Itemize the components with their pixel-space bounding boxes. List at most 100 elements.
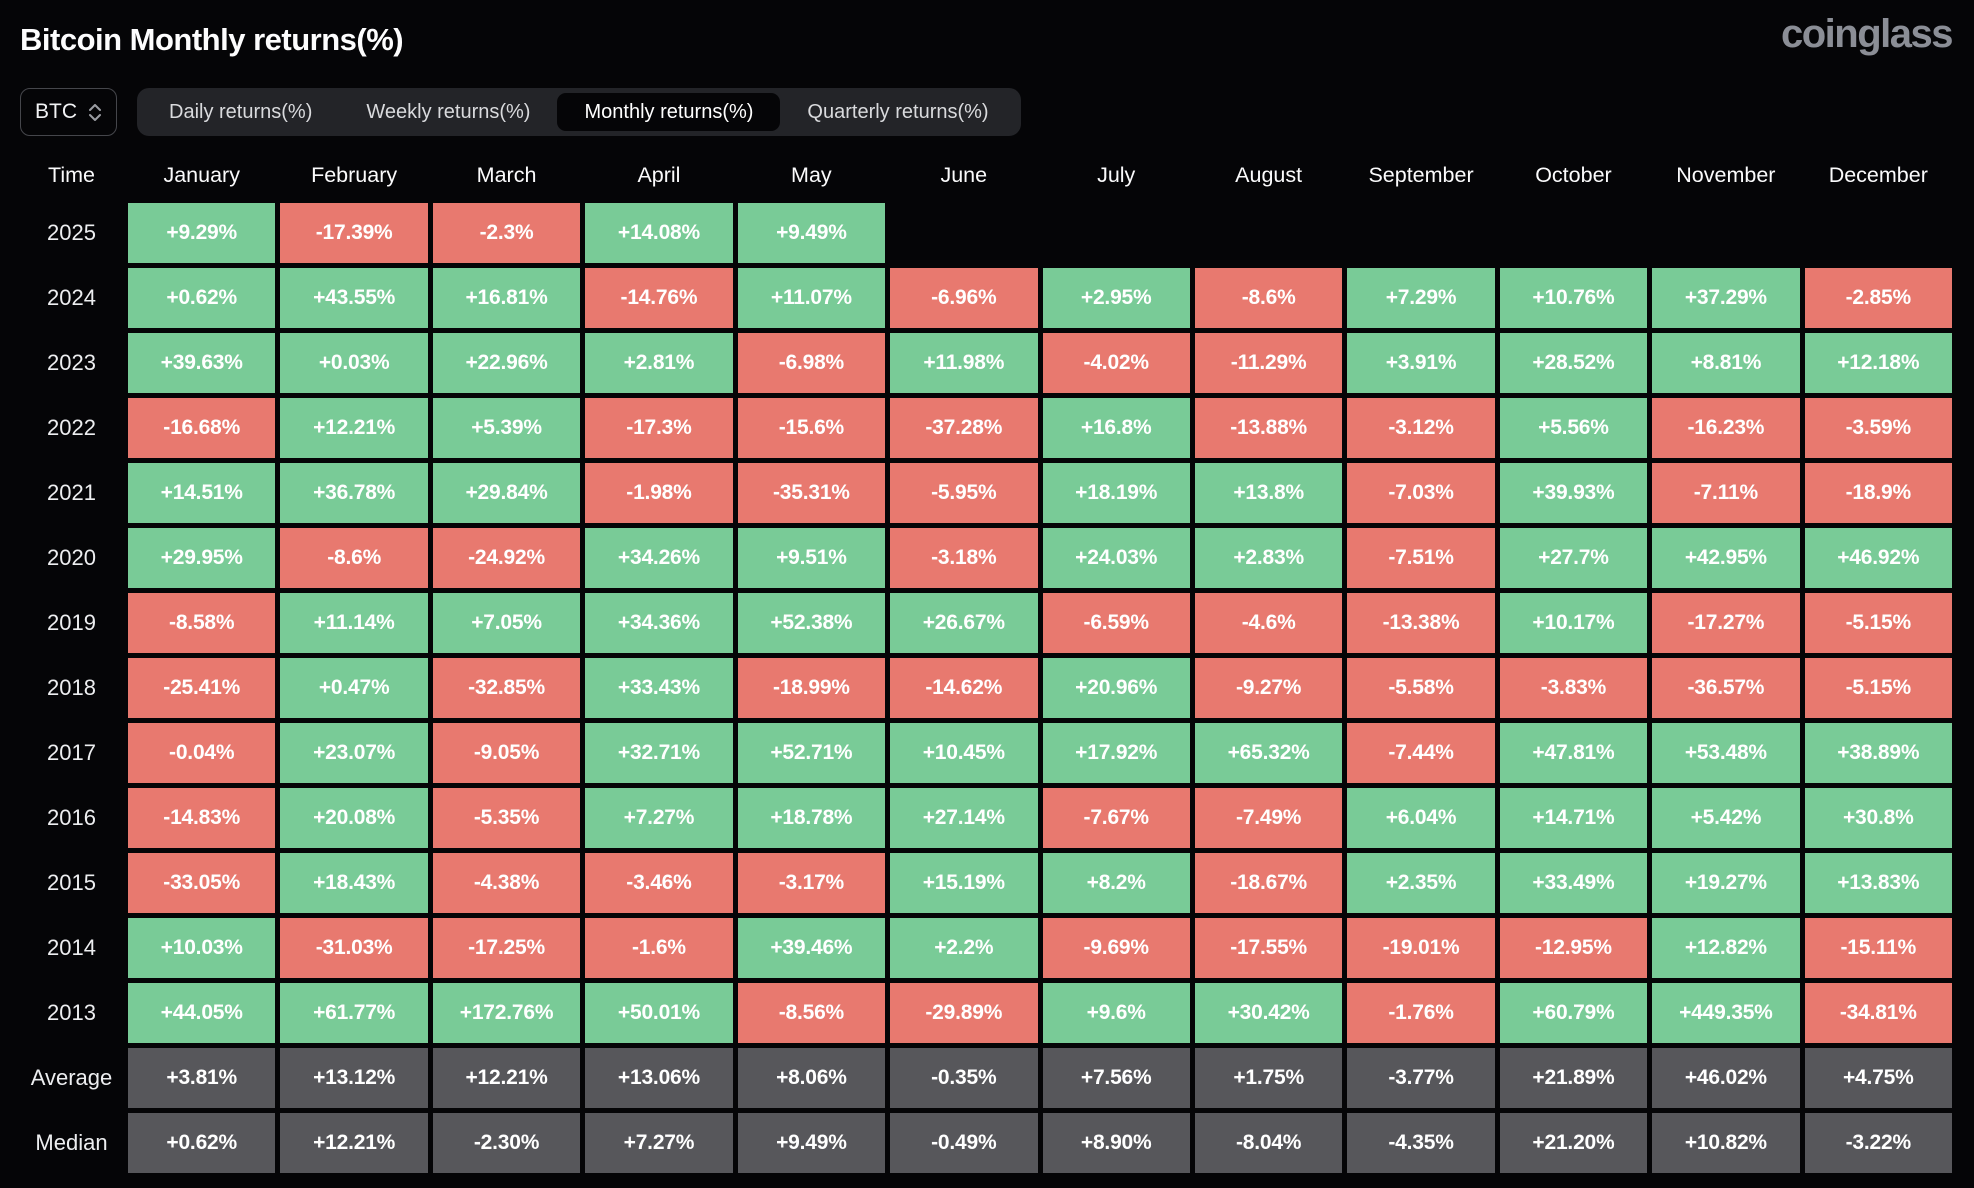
cell-2025-january: +9.29% <box>128 203 275 263</box>
cell-2018-december: -5.15% <box>1805 658 1952 718</box>
cell-2024-may: +11.07% <box>738 268 885 328</box>
cell-2015-october: +33.49% <box>1500 853 1647 913</box>
cell-2019-december: -5.15% <box>1805 593 1952 653</box>
table-header-row: TimeJanuaryFebruaryMarchAprilMayJuneJuly… <box>20 163 1952 188</box>
cell-2024-april: -14.76% <box>585 268 732 328</box>
cell-2024-february: +43.55% <box>280 268 427 328</box>
cell-median-april: +7.27% <box>585 1113 732 1173</box>
cell-2021-october: +39.93% <box>1500 463 1647 523</box>
cell-2024-november: +37.29% <box>1652 268 1799 328</box>
cell-2019-january: -8.58% <box>128 593 275 653</box>
cell-2016-august: -7.49% <box>1195 788 1342 848</box>
cell-2015-february: +18.43% <box>280 853 427 913</box>
cell-median-february: +12.21% <box>280 1113 427 1173</box>
cell-average-november: +46.02% <box>1652 1048 1799 1108</box>
cell-2023-june: +11.98% <box>890 333 1037 393</box>
tab-weekly-returns[interactable]: Weekly returns(%) <box>339 93 557 131</box>
cell-2020-march: -24.92% <box>433 528 580 588</box>
cell-2022-august: -13.88% <box>1195 398 1342 458</box>
cell-average-february: +13.12% <box>280 1048 427 1108</box>
controls-bar: BTC Daily returns(%)Weekly returns(%)Mon… <box>20 88 1952 136</box>
cell-2021-april: -1.98% <box>585 463 732 523</box>
cell-2017-july: +17.92% <box>1043 723 1190 783</box>
row-label-median: Median <box>20 1113 123 1173</box>
cell-2018-august: -9.27% <box>1195 658 1342 718</box>
cell-2016-february: +20.08% <box>280 788 427 848</box>
column-header-time: Time <box>20 163 123 188</box>
cell-2024-september: +7.29% <box>1347 268 1494 328</box>
cell-2022-november: -16.23% <box>1652 398 1799 458</box>
cell-2013-march: +172.76% <box>433 983 580 1043</box>
cell-2017-may: +52.71% <box>738 723 885 783</box>
column-header-december: December <box>1805 163 1952 188</box>
coinglass-logo: coinglass <box>1781 14 1952 54</box>
cell-2022-september: -3.12% <box>1347 398 1494 458</box>
cell-2015-november: +19.27% <box>1652 853 1799 913</box>
cell-2022-march: +5.39% <box>433 398 580 458</box>
cell-2014-november: +12.82% <box>1652 918 1799 978</box>
cell-2024-december: -2.85% <box>1805 268 1952 328</box>
page-title: Bitcoin Monthly returns(%) <box>20 22 403 58</box>
row-label-2017: 2017 <box>20 723 123 783</box>
tab-daily-returns[interactable]: Daily returns(%) <box>142 93 339 131</box>
cell-average-june: -0.35% <box>890 1048 1037 1108</box>
cell-2020-july: +24.03% <box>1043 528 1190 588</box>
cell-2015-june: +15.19% <box>890 853 1037 913</box>
cell-2018-june: -14.62% <box>890 658 1037 718</box>
cell-2018-march: -32.85% <box>433 658 580 718</box>
cell-2021-november: -7.11% <box>1652 463 1799 523</box>
row-label-2021: 2021 <box>20 463 123 523</box>
row-label-2016: 2016 <box>20 788 123 848</box>
cell-2022-july: +16.8% <box>1043 398 1190 458</box>
cell-2022-may: -15.6% <box>738 398 885 458</box>
cell-2014-february: -31.03% <box>280 918 427 978</box>
cell-2014-april: -1.6% <box>585 918 732 978</box>
cell-2018-january: -25.41% <box>128 658 275 718</box>
cell-median-march: -2.30% <box>433 1113 580 1173</box>
cell-2017-november: +53.48% <box>1652 723 1799 783</box>
cell-2016-december: +30.8% <box>1805 788 1952 848</box>
cell-2020-january: +29.95% <box>128 528 275 588</box>
cell-2019-may: +52.38% <box>738 593 885 653</box>
cell-2023-september: +3.91% <box>1347 333 1494 393</box>
cell-2023-may: -6.98% <box>738 333 885 393</box>
cell-2014-october: -12.95% <box>1500 918 1647 978</box>
tab-quarterly-returns[interactable]: Quarterly returns(%) <box>780 93 1015 131</box>
cell-2019-april: +34.36% <box>585 593 732 653</box>
cell-2017-december: +38.89% <box>1805 723 1952 783</box>
cell-2025-april: +14.08% <box>585 203 732 263</box>
cell-2020-april: +34.26% <box>585 528 732 588</box>
cell-2024-august: -8.6% <box>1195 268 1342 328</box>
cell-2013-september: -1.76% <box>1347 983 1494 1043</box>
cell-2023-december: +12.18% <box>1805 333 1952 393</box>
cell-2016-march: -5.35% <box>433 788 580 848</box>
cell-2025-july <box>1043 203 1190 263</box>
cell-2021-december: -18.9% <box>1805 463 1952 523</box>
cell-2013-june: -29.89% <box>890 983 1037 1043</box>
cell-2015-december: +13.83% <box>1805 853 1952 913</box>
tab-monthly-returns[interactable]: Monthly returns(%) <box>557 93 780 131</box>
cell-2021-february: +36.78% <box>280 463 427 523</box>
cell-2024-july: +2.95% <box>1043 268 1190 328</box>
cell-average-may: +8.06% <box>738 1048 885 1108</box>
cell-2018-september: -5.58% <box>1347 658 1494 718</box>
cell-median-december: -3.22% <box>1805 1113 1952 1173</box>
symbol-select[interactable]: BTC <box>20 88 117 136</box>
cell-2017-august: +65.32% <box>1195 723 1342 783</box>
cell-2014-march: -17.25% <box>433 918 580 978</box>
cell-2018-may: -18.99% <box>738 658 885 718</box>
cell-2014-september: -19.01% <box>1347 918 1494 978</box>
cell-2023-february: +0.03% <box>280 333 427 393</box>
returns-tabs: Daily returns(%)Weekly returns(%)Monthly… <box>137 88 1021 136</box>
cell-2013-november: +449.35% <box>1652 983 1799 1043</box>
table-body: 2025+9.29%-17.39%-2.3%+14.08%+9.49%2024+… <box>20 203 1952 1173</box>
cell-2017-june: +10.45% <box>890 723 1037 783</box>
cell-2019-june: +26.67% <box>890 593 1037 653</box>
cell-2013-april: +50.01% <box>585 983 732 1043</box>
cell-average-july: +7.56% <box>1043 1048 1190 1108</box>
cell-2019-august: -4.6% <box>1195 593 1342 653</box>
column-header-june: June <box>890 163 1037 188</box>
cell-2013-december: -34.81% <box>1805 983 1952 1043</box>
symbol-select-value: BTC <box>35 100 77 124</box>
cell-2017-september: -7.44% <box>1347 723 1494 783</box>
